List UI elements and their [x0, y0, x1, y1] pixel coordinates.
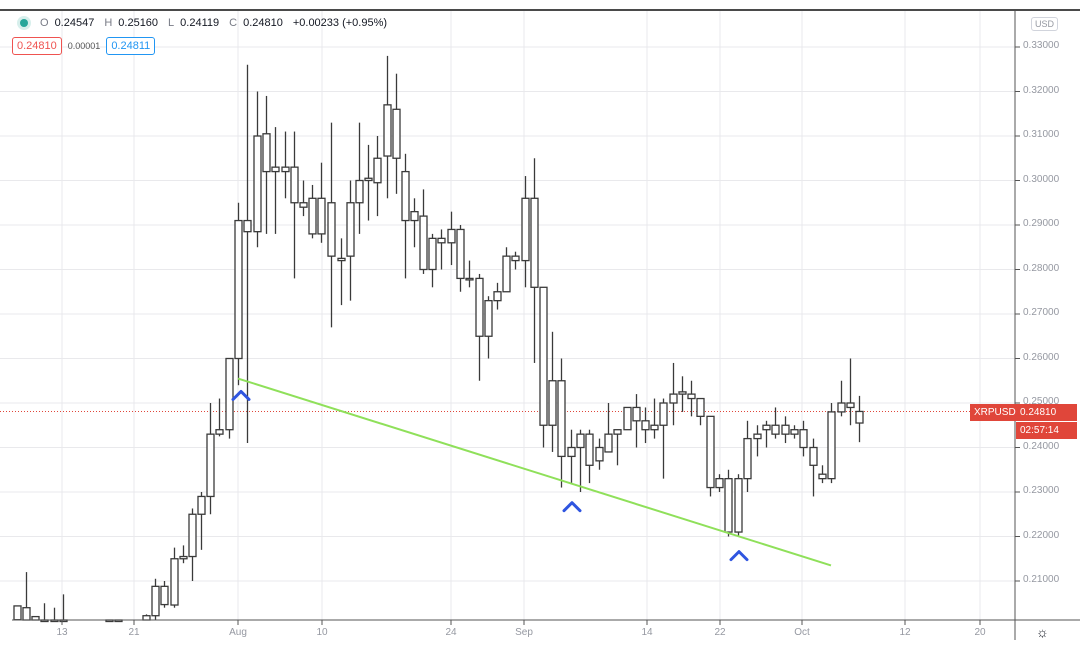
time-tick-label: 20 [974, 627, 986, 638]
quote-box: 0.24810 0.00001 0.24811 [12, 37, 156, 55]
ohlc-legend: O 0.24547 H 0.25160 L 0.24119 C 0.24810 +0.0… [20, 17, 391, 29]
time-tick-label: 22 [714, 627, 726, 638]
price-tick-label: 0.29000 [1023, 218, 1060, 229]
close-value: 0.24810 [243, 17, 283, 29]
price-tick-label: 0.26000 [1023, 351, 1060, 363]
open-label: O [40, 17, 49, 29]
low-label: L [168, 17, 175, 29]
time-tick-label: 24 [445, 627, 457, 638]
axes [12, 11, 1080, 640]
bar-countdown-tag: 02:57:14 [1016, 422, 1077, 439]
time-tick-label: Sep [515, 627, 533, 638]
price-tick-label: 0.32000 [1023, 84, 1060, 96]
top-border [0, 9, 1080, 11]
price-tick-label: 0.24000 [1023, 440, 1060, 452]
open-value: 0.24547 [54, 17, 95, 29]
candles [13, 55, 864, 623]
price-tick-label: 0.25000 [1023, 396, 1060, 407]
time-tick-label: 12 [899, 627, 911, 638]
symbol-tag: XRPUSD [970, 404, 1020, 421]
grid-lines [0, 11, 1015, 620]
price-tick-label: 0.27000 [1023, 307, 1060, 318]
low-value: 0.24119 [180, 17, 220, 29]
time-tick-label: 21 [128, 627, 140, 638]
time-tick-label: 10 [316, 627, 328, 638]
annotations [231, 377, 832, 567]
time-tick-label: 13 [56, 627, 68, 638]
close-label: C [229, 17, 238, 29]
buy-price-button[interactable]: 0.24811 [106, 37, 156, 55]
price-tick-label: 0.21000 [1023, 574, 1060, 585]
price-tick-label: 0.22000 [1023, 529, 1060, 541]
time-tick-label: Aug [229, 627, 247, 638]
price-tick-label: 0.31000 [1023, 129, 1060, 140]
time-tick-label: 14 [641, 627, 653, 638]
price-tick-label: 0.30000 [1023, 173, 1060, 185]
high-label: H [104, 17, 113, 29]
spread-value: 0.00001 [67, 41, 101, 51]
sell-price-button[interactable]: 0.24810 [12, 37, 62, 55]
settings-gear-icon[interactable]: ☼ [1036, 624, 1049, 640]
time-tick-label: Oct [794, 627, 810, 638]
high-value: 0.25160 [118, 17, 159, 29]
currency-badge[interactable]: USD [1031, 17, 1059, 31]
status-dot-icon [20, 19, 28, 27]
last-price-tag: 0.24810 [1016, 404, 1077, 421]
price-tick-label: 0.28000 [1023, 262, 1060, 274]
change-value: +0.00233 (+0.95%) [292, 17, 388, 29]
price-tick-label: 0.33000 [1023, 40, 1060, 51]
price-tick-label: 0.23000 [1023, 485, 1060, 496]
